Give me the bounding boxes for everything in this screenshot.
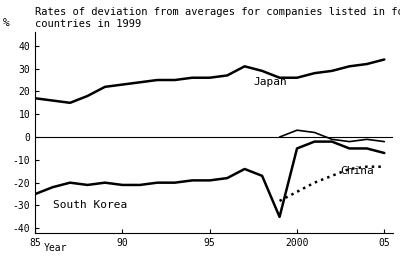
Text: Japan: Japan bbox=[253, 77, 287, 87]
Y-axis label: %: % bbox=[3, 18, 10, 28]
Text: Year: Year bbox=[44, 243, 67, 253]
Text: South Korea: South Korea bbox=[52, 200, 127, 210]
Text: China: China bbox=[341, 166, 374, 176]
Text: Rates of deviation from averages for companies listed in four
countries in 1999: Rates of deviation from averages for com… bbox=[35, 7, 400, 29]
